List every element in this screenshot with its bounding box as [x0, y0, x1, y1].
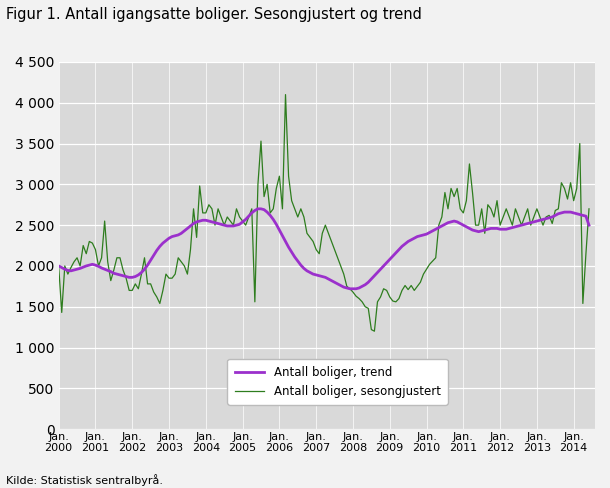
Antall boliger, sesongjustert	[453, 185, 461, 191]
Antall boliger, trend	[110, 270, 118, 276]
Text: Kilde: Statistisk sentralbyrå.: Kilde: Statistisk sentralbyrå.	[6, 474, 163, 486]
Legend: Antall boliger, trend, Antall boliger, sesongjustert: Antall boliger, trend, Antall boliger, s…	[228, 359, 448, 405]
Antall boliger, trend	[586, 222, 593, 228]
Antall boliger, trend	[61, 266, 68, 272]
Antall boliger, sesongjustert	[61, 263, 68, 269]
Antall boliger, sesongjustert	[282, 92, 289, 98]
Antall boliger, sesongjustert	[76, 263, 84, 269]
Antall boliger, trend	[346, 286, 354, 292]
Antall boliger, sesongjustert	[586, 206, 593, 212]
Antall boliger, sesongjustert	[110, 267, 118, 273]
Antall boliger, trend	[76, 265, 84, 271]
Antall boliger, sesongjustert	[55, 263, 62, 269]
Line: Antall boliger, trend: Antall boliger, trend	[59, 209, 589, 289]
Antall boliger, trend	[411, 235, 418, 241]
Antall boliger, sesongjustert	[343, 284, 351, 289]
Antall boliger, trend	[343, 285, 351, 291]
Antall boliger, sesongjustert	[371, 328, 378, 334]
Antall boliger, trend	[55, 263, 62, 269]
Text: Figur 1. Antall igangsatte boliger. Sesongjustert og trend: Figur 1. Antall igangsatte boliger. Seso…	[6, 7, 422, 22]
Line: Antall boliger, sesongjustert: Antall boliger, sesongjustert	[59, 95, 589, 331]
Antall boliger, trend	[254, 206, 262, 212]
Antall boliger, trend	[453, 219, 461, 225]
Antall boliger, sesongjustert	[411, 287, 418, 293]
